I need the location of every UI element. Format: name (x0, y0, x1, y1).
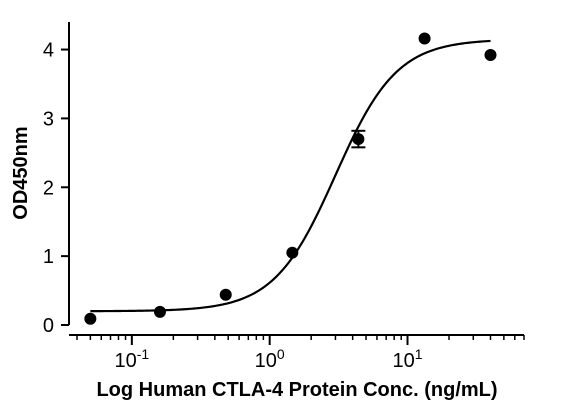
y-tick-label: 1 (43, 246, 54, 268)
data-point-1 (153, 305, 166, 318)
data-points (84, 32, 497, 325)
data-point-2 (219, 288, 232, 301)
y-tick-label: 2 (43, 177, 54, 199)
x-tick-label: 100 (255, 346, 285, 372)
y-axis-ticks: 0 1 2 3 4 (43, 40, 69, 337)
y-tick-label: 4 (43, 40, 54, 62)
x-axis-title: Log Human CTLA-4 Protein Conc. (ng/mL) (96, 379, 497, 401)
y-tick-label: 3 (43, 108, 54, 130)
y-axis-title: OD450nm (10, 126, 32, 219)
x-tick-label: 101 (392, 346, 422, 372)
x-axis-ticks: 10-1 100 101 (76, 335, 525, 372)
data-point-0 (84, 312, 97, 325)
data-point-6 (484, 49, 497, 62)
data-point-4 (352, 133, 365, 146)
plot-area: 0 1 2 3 4 10-1 100 101 (43, 22, 525, 372)
x-tick-label: 10-1 (114, 346, 149, 372)
fit-curve (90, 39, 491, 313)
y-tick-label: 0 (43, 315, 54, 337)
data-point-5 (418, 32, 431, 45)
data-point-3 (286, 246, 299, 259)
